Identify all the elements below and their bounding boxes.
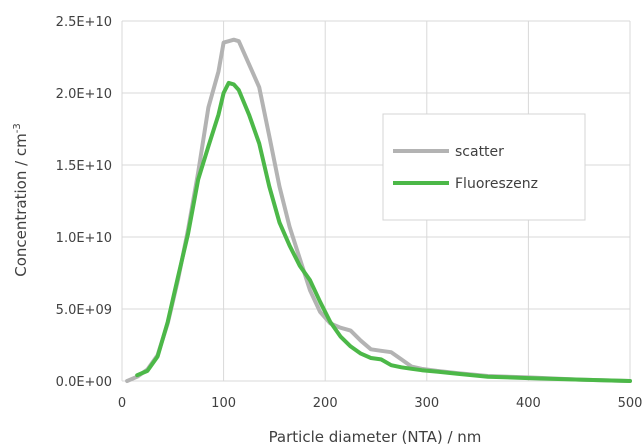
legend-box: [382, 113, 586, 221]
x-tick-label: 200: [313, 396, 338, 411]
x-tick-label: 400: [516, 396, 541, 411]
x-tick-label: 0: [118, 396, 126, 411]
legend-label-fluoreszenz: Fluoreszenz: [455, 176, 538, 192]
series-line-fluoreszenz: [135, 80, 632, 383]
x-axis-title: Particle diameter (NTA) / nm: [269, 428, 482, 446]
y-axis-title-main: Concentration / cm: [12, 133, 30, 277]
y-tick-label: 0.0E+00: [56, 375, 112, 390]
y-tick-label: 2.0E+10: [56, 87, 112, 102]
y-tick-label: 2.5E+10: [56, 15, 112, 30]
y-axis-title: Concentration / cm-3: [12, 123, 30, 277]
legend: scatter Fluoreszenz: [382, 113, 586, 221]
plot-frame: [121, 21, 630, 382]
x-tick-labels: 0 100 200 300 400 500: [118, 396, 643, 411]
y-tick-label: 1.5E+10: [56, 159, 112, 174]
legend-label-scatter: scatter: [455, 144, 504, 160]
y-tick-label: 1.0E+10: [56, 231, 112, 246]
y-tick-labels: 0.0E+00 5.0E+09 1.0E+10 1.5E+10 2.0E+10 2.5E+…: [56, 15, 112, 390]
y-axis-title-superscript: -3: [12, 123, 23, 133]
y-tick-label: 5.0E+09: [56, 303, 112, 318]
x-tick-label: 300: [414, 396, 439, 411]
x-tick-label: 100: [211, 396, 236, 411]
series-layer: [125, 37, 632, 383]
x-tick-label: 500: [618, 396, 643, 411]
